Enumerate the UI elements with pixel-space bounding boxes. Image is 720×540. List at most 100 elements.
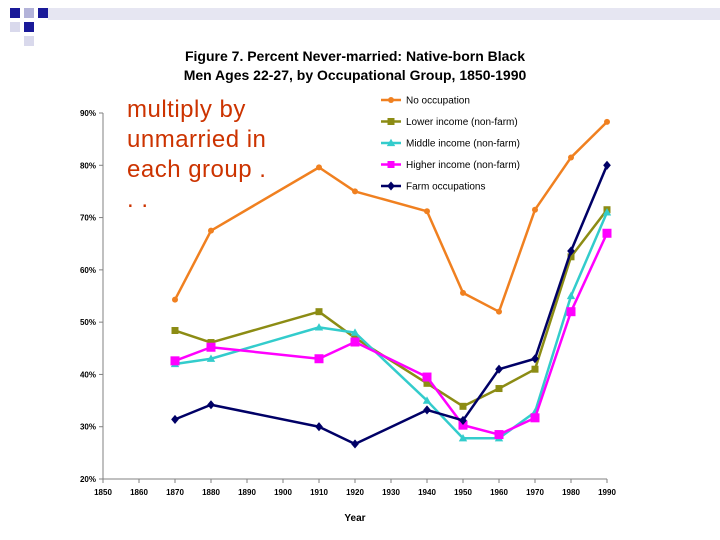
data-point <box>458 434 468 442</box>
data-point <box>531 354 539 364</box>
data-point <box>208 227 214 234</box>
legend: No occupation Lower income (non-farm) Midd… <box>381 96 520 193</box>
data-point <box>207 400 215 410</box>
data-point <box>172 296 178 303</box>
data-point <box>495 385 503 393</box>
legend-item: Farm occupations <box>381 181 485 193</box>
series-higher-income <box>170 228 612 440</box>
x-tick-label: 1960 <box>490 488 508 497</box>
data-point <box>422 372 432 382</box>
legend-marker <box>387 181 395 191</box>
data-point <box>602 228 612 238</box>
data-point <box>350 337 360 347</box>
series-line <box>173 120 608 313</box>
x-tick-label: 1950 <box>454 488 472 497</box>
y-tick-label: 80% <box>80 161 96 170</box>
data-point <box>530 413 540 423</box>
y-tick-label: 40% <box>80 370 96 379</box>
x-tick-label: 1990 <box>598 488 616 497</box>
slide-decoration <box>10 8 720 46</box>
legend-marker <box>387 161 395 168</box>
slide-annotation-text: multiply by unmarried in each group . . … <box>127 96 267 213</box>
x-tick-label: 1910 <box>310 488 328 497</box>
series-line <box>174 208 608 408</box>
data-point <box>206 354 216 362</box>
x-tick-label: 1900 <box>274 488 292 497</box>
legend-item: Middle income (non-farm) <box>381 139 520 150</box>
y-tick-label: 60% <box>80 266 96 275</box>
x-tick-label: 1920 <box>346 488 364 497</box>
series-line <box>174 211 609 440</box>
data-point <box>170 356 180 366</box>
x-tick-label: 1850 <box>94 488 112 497</box>
data-point <box>316 164 322 171</box>
legend-item: Lower income (non-farm) <box>381 117 518 128</box>
x-tick-label: 1870 <box>166 488 184 497</box>
data-point <box>171 327 179 335</box>
y-tick-label: 30% <box>80 423 96 432</box>
data-point <box>532 206 538 213</box>
data-point <box>422 396 432 404</box>
data-point <box>459 415 467 425</box>
legend-item: No occupation <box>381 96 470 107</box>
series-farm-occupations <box>171 160 611 449</box>
data-point <box>207 339 215 347</box>
data-point <box>460 289 466 296</box>
data-point <box>459 402 467 410</box>
data-point <box>315 308 323 316</box>
data-point <box>423 405 431 415</box>
y-axis: 20% 30% 40% 50% 60% 70% 80% 90% <box>80 109 104 484</box>
x-tick-label: 1890 <box>238 488 256 497</box>
legend-marker <box>388 97 394 103</box>
x-axis: 1850 1860 1870 1880 1890 1900 1910 1920 1930 1940… <box>94 478 616 497</box>
x-tick-label: 1940 <box>418 488 436 497</box>
data-point <box>604 118 610 125</box>
data-point <box>602 208 612 216</box>
data-point <box>350 328 360 336</box>
data-point <box>568 154 574 161</box>
series-layer <box>170 118 612 449</box>
data-point <box>603 160 611 170</box>
data-point <box>566 307 576 317</box>
data-point <box>567 246 575 256</box>
data-point <box>314 354 324 364</box>
legend-item: Higher income (non-farm) <box>381 160 520 171</box>
legend-marker <box>387 118 395 125</box>
data-point <box>458 420 468 430</box>
series-line <box>174 164 609 446</box>
data-point <box>496 308 502 315</box>
legend-label: No occupation <box>406 96 470 107</box>
x-tick-label: 1970 <box>526 488 544 497</box>
legend-marker <box>386 138 396 147</box>
y-tick-label: 70% <box>80 214 96 223</box>
legend-label: Middle income (non-farm) <box>406 139 520 150</box>
x-tick-label: 1880 <box>202 488 220 497</box>
data-point <box>314 323 324 331</box>
data-point <box>352 188 358 195</box>
y-tick-label: 90% <box>80 109 96 118</box>
data-point <box>315 422 323 432</box>
data-point <box>423 379 431 387</box>
data-point <box>206 342 216 352</box>
data-point <box>171 414 179 424</box>
data-point <box>495 364 503 374</box>
data-point <box>531 365 539 373</box>
legend-label: Higher income (non-farm) <box>406 160 520 171</box>
chart-title-line-1: Figure 7. Percent Never-married: Native-… <box>185 48 525 64</box>
x-axis-title: Year <box>344 513 365 524</box>
series-line <box>174 232 609 436</box>
legend-label: Farm occupations <box>406 182 485 193</box>
x-tick-label: 1930 <box>382 488 400 497</box>
data-point <box>566 291 576 300</box>
y-tick-label: 20% <box>80 475 96 484</box>
data-point <box>351 439 359 449</box>
data-point <box>424 208 430 215</box>
data-point <box>494 430 504 440</box>
chart-title-line-2: Men Ages 22-27, by Occupational Group, 1… <box>184 67 527 83</box>
x-tick-label: 1860 <box>130 488 148 497</box>
y-tick-label: 50% <box>80 318 96 327</box>
data-point <box>567 253 575 261</box>
x-tick-label: 1980 <box>562 488 580 497</box>
legend-label: Lower income (non-farm) <box>406 117 518 128</box>
